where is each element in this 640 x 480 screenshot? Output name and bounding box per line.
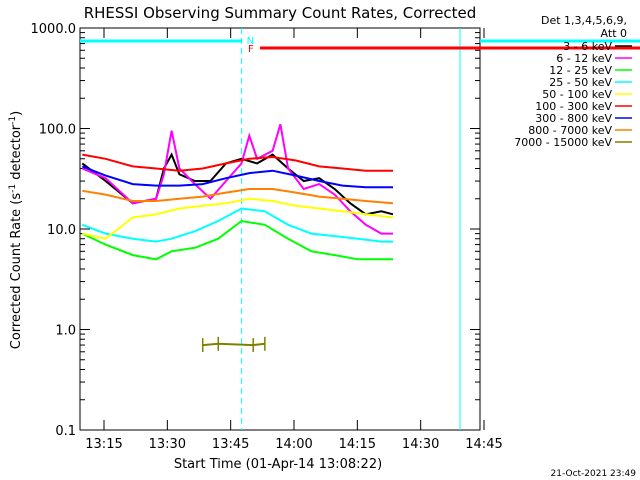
series-line: [81, 219, 393, 261]
legend-header: Det 1,3,4,5,6,9,: [541, 14, 627, 27]
legend-entry-label: 7000 - 15000 keV: [514, 136, 612, 149]
series-line: [81, 124, 393, 235]
x-axis-label: Start Time (01-Apr-14 13:08:22): [174, 457, 382, 472]
x-tick-label: 13:30: [149, 437, 186, 452]
series-line: [82, 197, 394, 240]
night-annotation-label: N: [247, 36, 254, 47]
series-line: [81, 165, 393, 189]
x-tick-label: 14:00: [275, 437, 312, 452]
plot-frame: [79, 27, 481, 431]
legend-header: Att 0: [601, 27, 627, 40]
x-tick-label: 14:15: [339, 437, 376, 452]
generation-timestamp: 21-Oct-2021 23:49: [551, 469, 637, 479]
x-tick-label: 13:15: [85, 437, 122, 452]
series-line: [81, 207, 393, 243]
series-line: [202, 342, 265, 347]
flare-annotation-label: F: [248, 44, 254, 55]
legend-entry-label: 800 - 7000 keV: [528, 124, 612, 137]
y-tick-label: 1.0: [55, 324, 76, 339]
legend-entry-label: 6 - 12 keV: [556, 52, 612, 65]
legend-entry-label: 100 - 300 keV: [535, 100, 612, 113]
chart-title: RHESSI Observing Summary Count Rates, Co…: [84, 4, 477, 22]
series-line: [82, 188, 394, 205]
y-tick-label: 1000.0: [31, 22, 77, 37]
legend-entry-label: 12 - 25 keV: [549, 64, 612, 77]
series-line: [82, 153, 393, 172]
legend-entry-label: 300 - 800 keV: [535, 112, 612, 125]
plot-area: 1000.0 100.0 10.0 1.0 0.1 13:15 13:30 13:45 14:0…: [31, 22, 640, 452]
y-tick-label: 100.0: [39, 123, 76, 138]
x-tick-label: 14:45: [465, 437, 502, 452]
y-tick-label: 10.0: [47, 223, 76, 238]
x-tick-label: 14:30: [402, 437, 439, 452]
legend-entry-label: 3 - 6 keV: [563, 40, 612, 53]
legend-entry-label: 50 - 100 keV: [542, 88, 612, 101]
series-line: [81, 152, 394, 216]
y-tick-label: 0.1: [55, 424, 76, 439]
legend-entry-label: 25 - 50 keV: [549, 76, 612, 89]
x-tick-label: 13:45: [212, 437, 249, 452]
y-axis-label: Corrected Count Rate (s-1 detector-1): [8, 111, 24, 349]
